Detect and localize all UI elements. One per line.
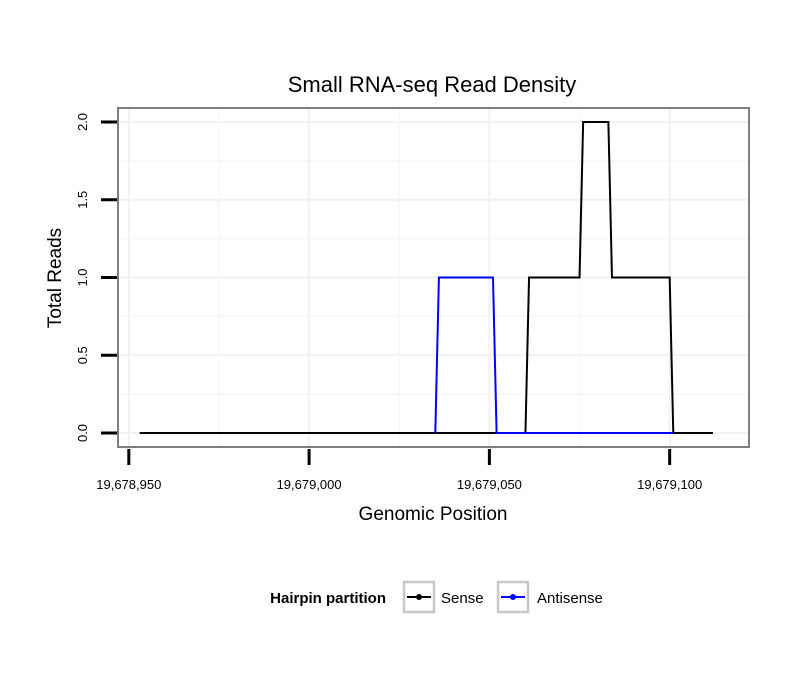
x-axis-title: Genomic Position [359, 504, 508, 525]
x-tick-label-0: 19,678,950 [96, 477, 161, 492]
legend: Hairpin partition Sense Antisense [270, 580, 603, 614]
y-axis-title: Total Reads [45, 228, 66, 328]
legend-title: Hairpin partition [270, 590, 386, 607]
legend-item-sense[interactable]: Sense [402, 580, 484, 614]
x-axis: 19,678,950 19,679,000 19,679,050 19,679,100 [96, 449, 702, 492]
legend-key-sense-dot [416, 594, 422, 600]
series-line-sense [139, 121, 713, 434]
x-tick-label-2: 19,679,050 [457, 477, 522, 492]
x-tick-label-1: 19,679,000 [277, 477, 342, 492]
y-tick-label-1: 0.5 [75, 346, 90, 364]
series-layer [139, 121, 713, 434]
y-axis: 0.0 0.5 1.0 1.5 2.0 [75, 113, 117, 442]
y-tick-label-2: 1.0 [75, 268, 90, 286]
plot-panel-border [117, 107, 750, 448]
y-tick-label-4: 2.0 [75, 113, 90, 131]
legend-item-antisense[interactable]: Antisense [496, 580, 603, 614]
y-tick-label-3: 1.5 [75, 191, 90, 209]
y-tick-label-0: 0.0 [75, 424, 90, 442]
legend-label-antisense: Antisense [537, 590, 603, 607]
legend-label-sense: Sense [441, 590, 484, 607]
series-line-antisense [434, 276, 674, 434]
x-tick-label-3: 19,679,100 [637, 477, 702, 492]
chart-title: Small RNA-seq Read Density [288, 72, 577, 97]
legend-key-antisense-dot [510, 594, 516, 600]
